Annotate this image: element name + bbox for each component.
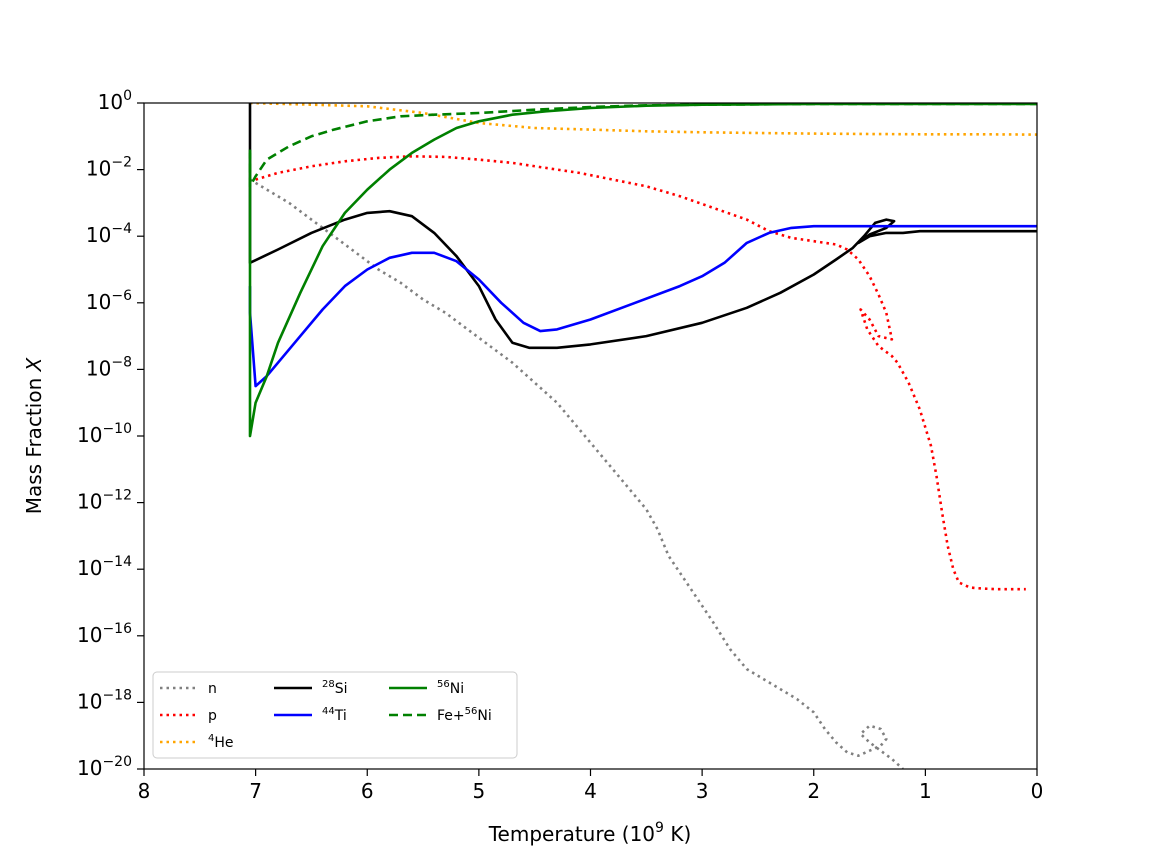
legend-frame xyxy=(152,671,518,759)
series-line-n xyxy=(249,178,904,769)
legend-label-ni56: 56Ni xyxy=(437,679,464,697)
x-tick-label: 7 xyxy=(249,779,262,803)
plot-frame xyxy=(143,102,1038,770)
y-tick-label: 10−4 xyxy=(86,221,132,247)
y-tick-label: 100 xyxy=(98,88,132,114)
series-line-p xyxy=(255,155,1026,591)
x-tick-label: 3 xyxy=(696,779,709,803)
legend-label-fe_ni56: Fe+56Ni xyxy=(437,706,492,724)
legend: np 4He 28Si 44Ti 56Ni Fe+56Ni xyxy=(152,671,518,759)
y-tick-label: 10−18 xyxy=(77,687,132,713)
x-tick-label: 1 xyxy=(919,779,932,803)
y-tick-label: 10−20 xyxy=(77,754,132,780)
x-axis: 8 7 6 5 4 3 2 1 0 xyxy=(138,769,1044,803)
x-tick-label: 8 xyxy=(138,779,151,803)
y-tick-label: 10−12 xyxy=(77,488,132,514)
legend-label-ti44: 44Ti xyxy=(322,706,347,724)
x-axis-title: Temperature (109 K) xyxy=(488,820,692,846)
legend-label-si28: 28Si xyxy=(322,679,348,697)
x-tick-label: 4 xyxy=(584,779,597,803)
series-layer xyxy=(248,103,1037,769)
legend-label-p: p xyxy=(208,708,217,724)
y-axis-title: Mass Fraction X xyxy=(22,356,46,514)
y-tick-label: 10−8 xyxy=(86,354,132,380)
y-tick-label: 10−6 xyxy=(86,288,132,314)
y-tick-label: 10−2 xyxy=(86,155,132,181)
x-tick-label: 2 xyxy=(807,779,820,803)
legend-label-he4: 4He xyxy=(208,733,234,751)
legend-label-n: n xyxy=(208,681,217,697)
series-line-he4 xyxy=(249,103,1037,136)
x-tick-label: 0 xyxy=(1031,779,1044,803)
y-tick-label: 10−16 xyxy=(77,621,132,647)
x-tick-label: 5 xyxy=(473,779,486,803)
series-line-ti44 xyxy=(248,224,1037,388)
series-line-fe_ni56 xyxy=(248,103,1037,188)
y-axis: 100 10−2 10−4 10−6 10−8 10−10 10−12 10−14 10−16 1… xyxy=(77,88,144,780)
y-tick-label: 10−14 xyxy=(77,554,132,580)
x-tick-label: 6 xyxy=(361,779,374,803)
series-line-si28 xyxy=(248,103,1037,350)
y-tick-label: 10−10 xyxy=(77,421,132,447)
